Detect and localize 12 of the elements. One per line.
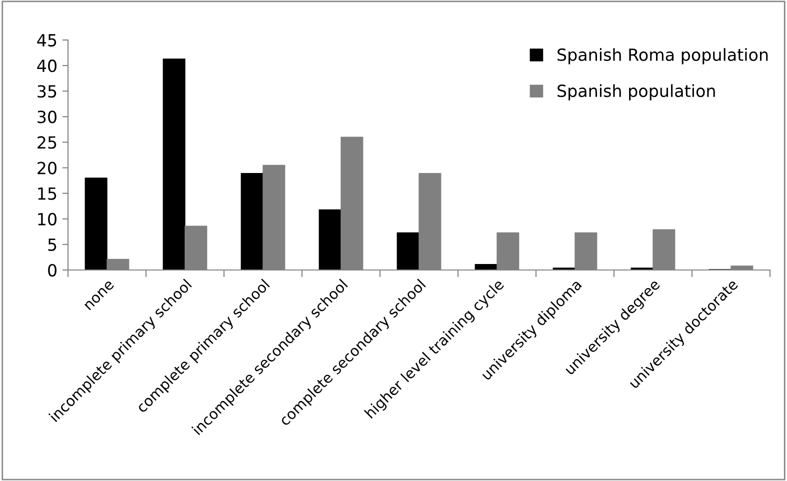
y-tick-label: 45	[37, 34, 56, 47]
legend-label: Spanish population	[558, 84, 715, 100]
y-tick-label: 10	[38, 212, 56, 226]
y-tick-label: 40	[37, 60, 56, 72]
y-tick-label: 35	[38, 85, 56, 98]
y-tick-label: 25	[38, 136, 56, 149]
y-tick-label: 5	[48, 238, 56, 252]
y-tick-label: 15	[38, 188, 56, 200]
y-tick-label: 0	[48, 264, 56, 277]
legend-label: Spanish Roma population	[558, 48, 768, 64]
y-tick-label: 20	[38, 162, 56, 174]
y-tick-label: 30	[38, 110, 56, 124]
